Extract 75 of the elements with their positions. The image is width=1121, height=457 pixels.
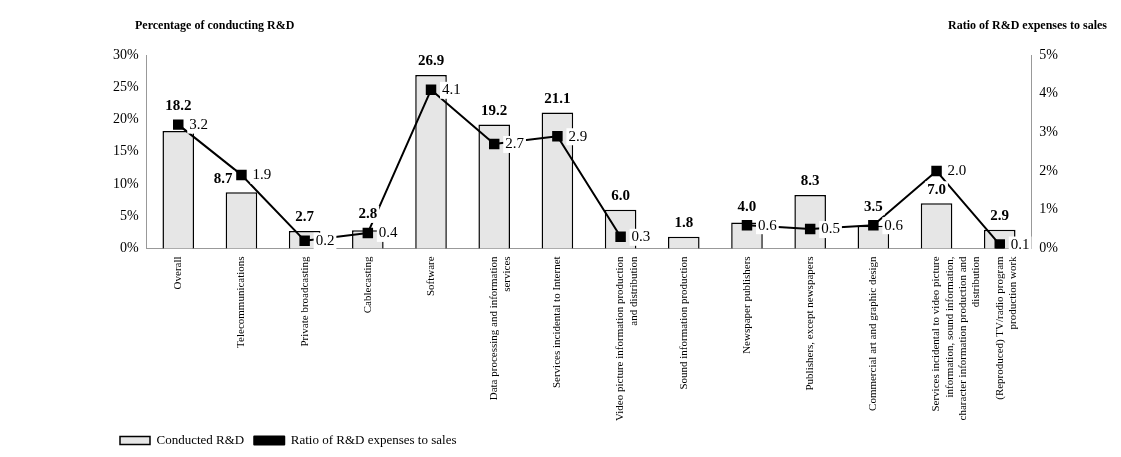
y2-tick-label: 2% <box>1039 162 1059 178</box>
y2-axis-title: Ratio of R&D expenses to sales <box>948 18 1107 33</box>
data-label: 8.3 <box>800 172 820 189</box>
category-label: Data processing and information <box>487 256 500 401</box>
point <box>868 219 879 231</box>
legend-label: Ratio of R&D expenses to sales <box>290 431 457 447</box>
category-label: Services incidental to video picture <box>929 256 942 412</box>
y-tick-label: 5% <box>119 207 139 223</box>
category-label: character information production and <box>955 256 968 421</box>
data-label: 0.4 <box>378 224 399 241</box>
data-label: 26.9 <box>417 52 445 69</box>
data-label: 1.8 <box>674 214 694 231</box>
data-label: 6.0 <box>611 187 630 204</box>
category-label: Video picture information production <box>613 256 626 422</box>
data-label: 19.2 <box>481 102 508 118</box>
x-tick-label: Software <box>423 256 436 297</box>
data-label: 4.0 <box>737 197 757 214</box>
y-tick-label: 10% <box>112 175 139 191</box>
data-label: 3.2 <box>189 116 209 133</box>
category-label: (Reproduced) TV/radio program <box>992 256 1005 400</box>
x-tick-label: Commercial art and graphic design <box>866 255 879 411</box>
y-tick-label: 0% <box>119 240 139 256</box>
legend-label: Conducted R&D <box>156 431 245 447</box>
y-tick-label: 25% <box>112 78 139 94</box>
data-label: 21.1 <box>544 89 571 106</box>
x-tick-label: Telecommunications <box>234 256 247 348</box>
category-label: distribution <box>969 256 982 308</box>
y2-tick-label: 3% <box>1039 124 1059 140</box>
data-label: 4.1 <box>442 81 461 98</box>
data-label: 0.3 <box>631 228 651 245</box>
category-label: information, sound information, <box>942 256 955 398</box>
point <box>741 219 753 231</box>
point <box>362 227 374 239</box>
data-label: 1.9 <box>252 166 272 183</box>
data-label: 0.5 <box>821 220 840 237</box>
category-label: and distribution <box>626 256 639 326</box>
data-label: 2.8 <box>358 205 378 222</box>
data-label: 18.2 <box>165 97 192 113</box>
x-tick-label: Newspaper publishers <box>739 256 752 354</box>
data-label: 7.0 <box>927 180 946 197</box>
data-label: 8.7 <box>213 169 233 186</box>
y-tick-label: 20% <box>112 111 139 127</box>
point <box>931 165 942 177</box>
point <box>425 84 437 96</box>
y2-tick-label: 1% <box>1039 201 1059 217</box>
data-label: 2.9 <box>990 207 1010 224</box>
category-label: services <box>500 256 513 292</box>
data-label: 0.2 <box>315 232 335 249</box>
x-tick-label: Cablecasting <box>360 255 373 314</box>
y-tick-label: 30% <box>112 46 139 62</box>
y2-tick-label: 0% <box>1039 240 1059 256</box>
data-label: 0.6 <box>757 216 778 233</box>
category-label: production work <box>1005 256 1018 330</box>
x-tick-label: Publishers, except newspapers <box>803 256 816 391</box>
y-axis-title: Percentage of conducting R&D <box>135 18 295 33</box>
data-label: 2.9 <box>568 127 588 144</box>
x-tick-label: Overall <box>171 256 184 290</box>
x-tick-label: Private broadcasting <box>297 255 310 347</box>
point <box>488 138 500 150</box>
point <box>804 223 816 235</box>
data-label: 2.7 <box>505 135 525 152</box>
data-label: 0.6 <box>884 216 904 233</box>
y-tick-label: 15% <box>112 143 139 159</box>
y2-tick-label: 4% <box>1039 85 1059 101</box>
data-label: 3.5 <box>863 197 883 214</box>
point <box>236 169 247 181</box>
data-label: 2.7 <box>295 208 315 225</box>
point <box>173 119 184 130</box>
point <box>552 130 563 142</box>
point <box>615 231 626 243</box>
x-tick-label: Services incidental to Internet <box>550 256 563 389</box>
x-tick-label: Sound information production <box>676 255 689 390</box>
y2-tick-label: 5% <box>1039 46 1059 62</box>
data-label: 2.0 <box>947 162 967 179</box>
data-label: 0.1 <box>1010 235 1030 252</box>
